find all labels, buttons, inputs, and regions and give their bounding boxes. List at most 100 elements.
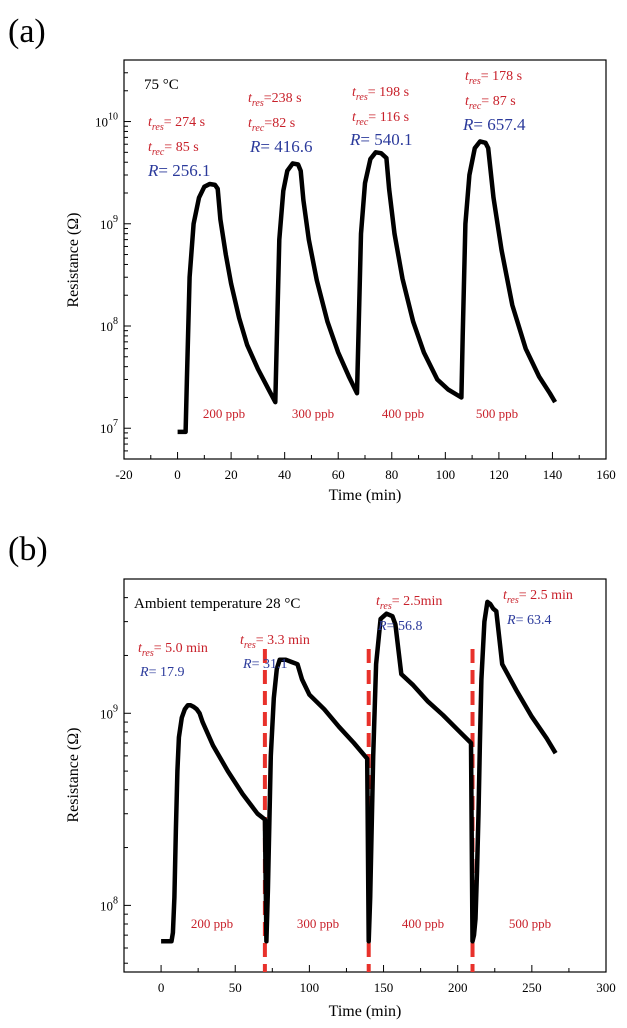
svg-text:R= 31.1: R= 31.1 [242, 657, 287, 672]
panel-a-label: (a) [8, 13, 46, 50]
panel-a-concentration-label: 500 ppb [476, 406, 518, 421]
svg-text:R= 17.9: R= 17.9 [139, 665, 184, 680]
svg-text:tres= 2.5 min: tres= 2.5 min [503, 588, 573, 606]
x-tick-label: -20 [115, 467, 132, 482]
svg-text:tres= 178 s: tres= 178 s [465, 69, 522, 87]
panel-b-annotation: tres= 2.5min R= 56.8 [376, 594, 442, 634]
panel-b-concentration-label: 500 ppb [509, 916, 551, 931]
annotation-r: = 56.8 [387, 619, 423, 634]
y-tick-base: 10 [100, 421, 113, 436]
y-tick-exponent: 9 [113, 214, 118, 225]
panel-a-annotation: tres= 178 s trec= 87 s R= 657.4 [462, 69, 526, 134]
panel-b-ticks [124, 578, 607, 972]
x-tick-label: 0 [158, 980, 165, 995]
panel-a-concentration-label: 200 ppb [203, 406, 245, 421]
annotation-trec: = 85 s [164, 140, 198, 155]
panel-a-annotation: tres=238 s trec=82 s R= 416.6 [248, 91, 312, 156]
annotation-r: = 256.1 [158, 161, 210, 180]
svg-text:tres= 2.5min: tres= 2.5min [376, 594, 442, 612]
panel-a-concentration-label: 400 ppb [382, 406, 424, 421]
svg-text:trec= 116 s: trec= 116 s [352, 110, 409, 128]
annotation-trec: = 116 s [368, 110, 409, 125]
annotation-tres: = 198 s [368, 85, 409, 100]
y-tick-base: 10 [100, 706, 113, 721]
annotation-r: = 540.1 [360, 130, 412, 149]
y-tick-exponent: 8 [113, 895, 118, 906]
x-tick-label: 0 [174, 467, 181, 482]
svg-text:R= 657.4: R= 657.4 [462, 115, 526, 134]
panel-a-ticks [123, 59, 607, 460]
y-tick-base: 10 [100, 217, 113, 232]
svg-text:R= 63.4: R= 63.4 [506, 613, 551, 628]
x-tick-label: 100 [436, 467, 456, 482]
x-tick-label: 60 [332, 467, 345, 482]
annotation-r: = 657.4 [473, 115, 526, 134]
annotation-tres: = 178 s [481, 69, 522, 84]
x-tick-label: 20 [225, 467, 238, 482]
panel-a-concentration-label: 300 ppb [292, 406, 334, 421]
panel-b-plot-frame [123, 578, 607, 973]
panel-a: (a) -20 0 20 40 60 80 100 120 140 160 10710810910… [8, 13, 616, 504]
annotation-tres: = 2.5min [392, 594, 443, 609]
svg-text:R= 540.1: R= 540.1 [349, 130, 412, 149]
annotation-tres: = 5.0 min [154, 641, 208, 656]
y-tick-base: 10 [95, 115, 108, 130]
panel-b-annotation: tres= 5.0 min R= 17.9 [138, 641, 208, 680]
svg-text:R= 416.6: R= 416.6 [249, 137, 312, 156]
panel-b-label: (b) [8, 531, 48, 568]
svg-text:trec= 85 s: trec= 85 s [148, 140, 199, 158]
x-tick-label: 100 [300, 980, 320, 995]
y-tick-label: 1010 [95, 112, 118, 130]
x-tick-label: 300 [596, 980, 616, 995]
panel-b-y-axis-title: Resistance (Ω) [65, 728, 82, 823]
panel-a-annotation: tres= 274 s trec= 85 s R= 256.1 [147, 115, 210, 180]
y-tick-label: 109 [100, 703, 118, 721]
x-tick-label: 80 [385, 467, 398, 482]
annotation-r: = 17.9 [149, 665, 185, 680]
annotation-r: = 63.4 [516, 613, 552, 628]
svg-text:trec= 87 s: trec= 87 s [465, 94, 516, 112]
svg-text:tres= 3.3 min: tres= 3.3 min [240, 633, 310, 651]
svg-text:tres=238 s: tres=238 s [248, 91, 302, 109]
panel-a-x-axis-title: Time (min) [329, 487, 402, 504]
panel-b-annotation: tres= 2.5 min R= 63.4 [503, 588, 573, 628]
panel-b-x-tick-labels: 0 50 100 150 200 250 300 [158, 980, 616, 995]
panel-b-temperature-label: Ambient temperature 28 °C [134, 596, 300, 612]
annotation-tres: =238 s [264, 91, 302, 106]
svg-text:trec=82 s: trec=82 s [248, 116, 295, 134]
annotation-r: = 31.1 [252, 657, 288, 672]
y-tick-exponent: 7 [113, 418, 118, 429]
panel-a-temperature-label: 75 °C [144, 77, 179, 93]
x-tick-label: 250 [522, 980, 542, 995]
y-tick-label: 108 [100, 316, 118, 334]
svg-text:R= 256.1: R= 256.1 [147, 161, 210, 180]
panel-b-concentration-label: 300 ppb [297, 916, 339, 931]
panel-a-x-tick-labels: -20 0 20 40 60 80 100 120 140 160 [115, 467, 615, 482]
y-tick-label: 108 [100, 895, 118, 913]
y-tick-base: 10 [100, 898, 113, 913]
panel-a-y-axis-title: Resistance (Ω) [65, 213, 82, 308]
panel-b-concentration-label: 400 ppb [402, 916, 444, 931]
y-tick-exponent: 9 [113, 703, 118, 714]
panel-b-x-axis-title: Time (min) [329, 1003, 402, 1020]
svg-text:R= 56.8: R= 56.8 [377, 619, 422, 634]
panel-a-annotation: tres= 198 s trec= 116 s R= 540.1 [349, 85, 412, 149]
annotation-tres: = 2.5 min [519, 588, 573, 603]
y-tick-exponent: 8 [113, 316, 118, 327]
annotation-tres: = 3.3 min [256, 633, 310, 648]
panel-b-annotation: tres= 3.3 min R= 31.1 [240, 633, 310, 672]
x-tick-label: 50 [229, 980, 242, 995]
svg-text:tres= 5.0 min: tres= 5.0 min [138, 641, 208, 659]
y-tick-exponent: 10 [108, 112, 118, 123]
annotation-tres: = 274 s [164, 115, 205, 130]
panel-b-concentration-label: 200 ppb [191, 916, 233, 931]
x-tick-label: 120 [489, 467, 509, 482]
y-tick-label: 109 [100, 214, 118, 232]
annotation-r: = 416.6 [260, 137, 312, 156]
x-tick-label: 160 [596, 467, 616, 482]
panel-a-series-line [177, 139, 558, 435]
